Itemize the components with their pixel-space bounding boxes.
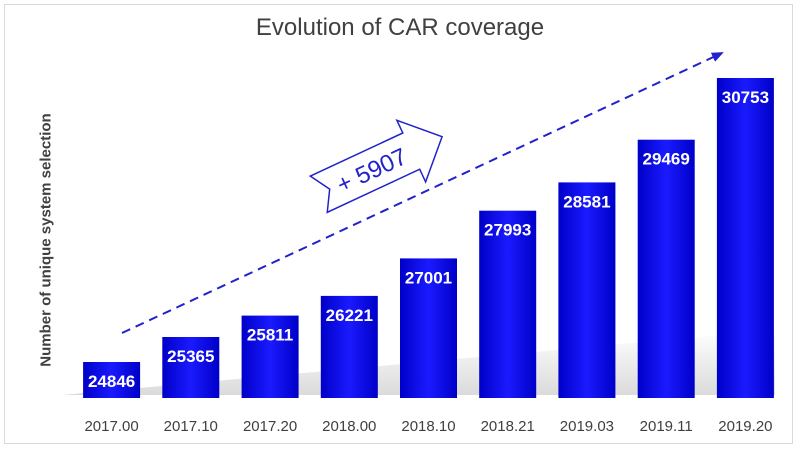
bar-2017.00 [83,362,141,398]
x-tick-label: 2018.21 [481,418,535,435]
bar-value-label: 26221 [326,306,373,325]
bar-2018.21 [479,210,537,398]
x-tick-label: 2019.20 [718,418,772,435]
bar-value-label: 28581 [563,192,610,211]
bar-2017.10 [162,337,220,398]
x-tick-label: 2019.03 [560,418,614,435]
bar-value-label: 27001 [405,268,452,287]
chart-title: Evolution of CAR coverage [255,14,545,41]
x-tick-label: 2018.00 [322,418,376,435]
x-tick-label: 2017.10 [164,418,218,435]
bar-2019.03 [558,182,616,398]
bar-2018.00 [320,295,378,398]
bar-2019.20 [716,78,774,398]
trend-arrow [121,52,724,334]
bar-value-label: 27993 [484,221,531,240]
bar-value-label: 29469 [643,150,690,169]
x-tick-label: 2019.11 [640,418,693,435]
x-tick-label: 2017.20 [243,418,297,435]
bar-value-label: 30753 [722,88,769,107]
bar-value-label: 25811 [247,326,293,345]
x-tick-label: 2018.10 [401,418,455,435]
bar-value-label: 25365 [167,347,214,366]
annotation-block-arrow [308,118,444,214]
x-tick-label: 2017.00 [84,418,138,435]
bar-2019.11 [637,139,695,398]
bar-value-label: 24846 [88,372,135,391]
bar-2017.20 [241,315,299,398]
bar-2018.10 [400,258,457,398]
